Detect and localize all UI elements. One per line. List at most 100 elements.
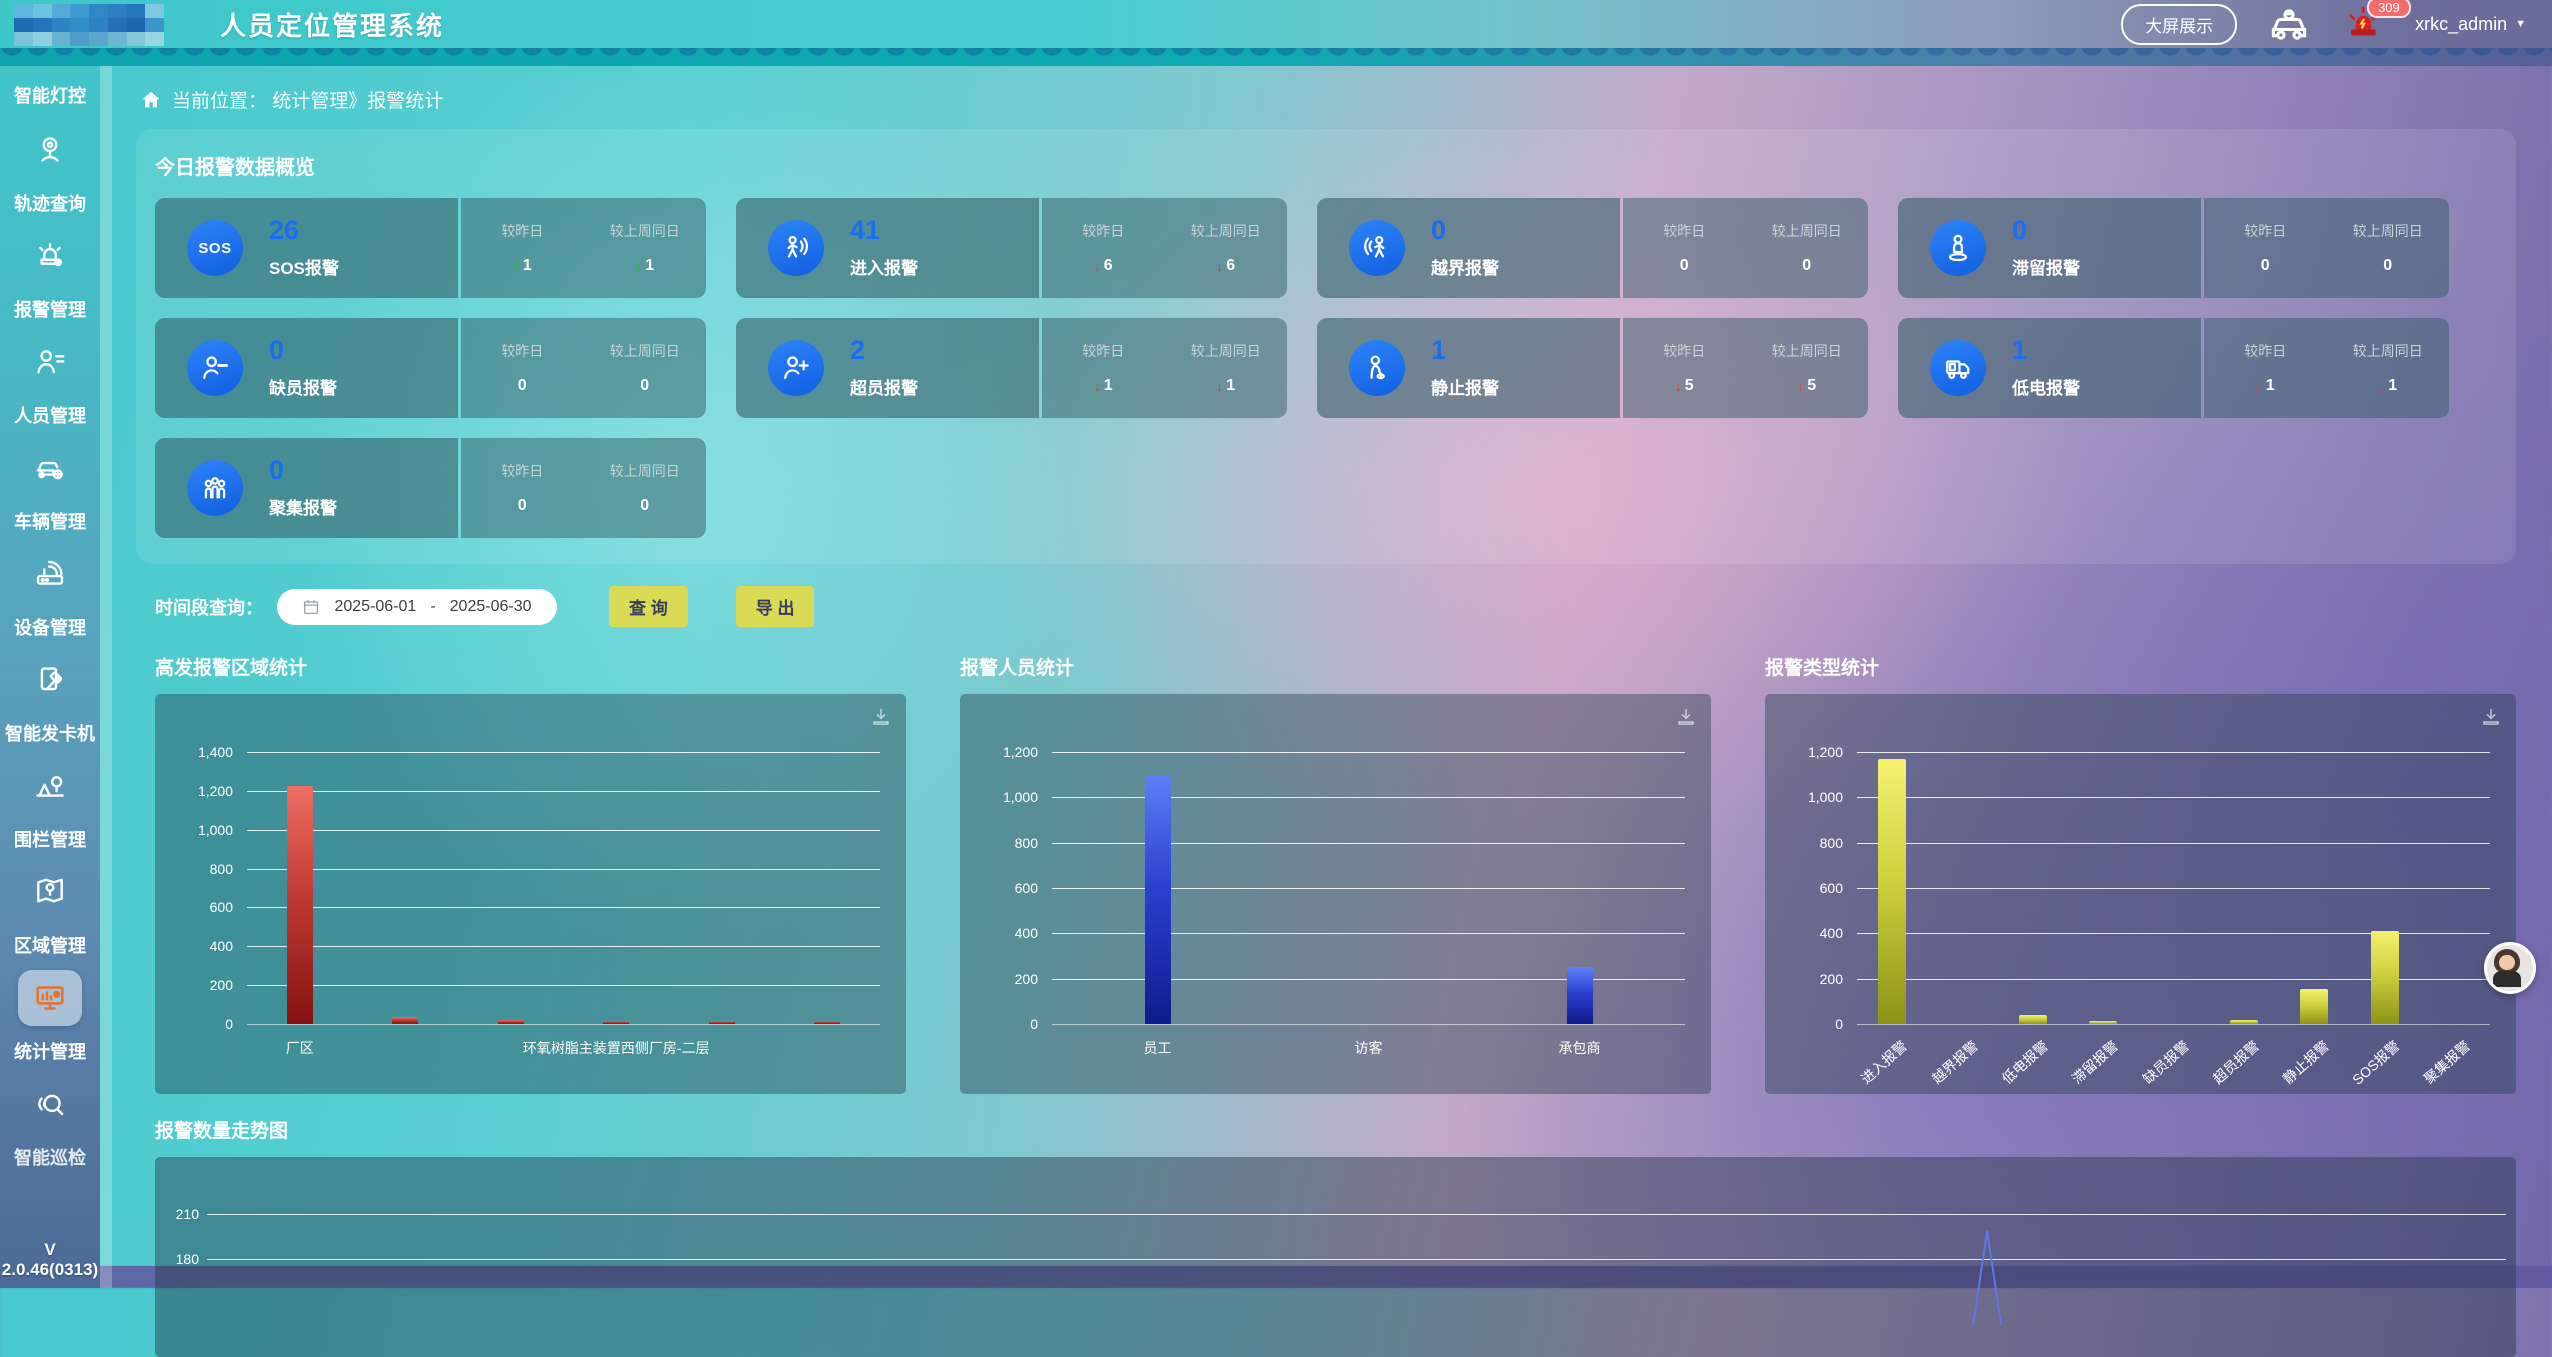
trend-section: 报警数量走势图 210 180: [155, 1116, 2516, 1357]
gridline: [1857, 933, 2490, 935]
compare-yesterday-value: 0: [517, 377, 527, 394]
stat-card-compare: 较昨日 ↓ 1 较上周同日 ↓ 1: [2204, 318, 2449, 418]
trend-down-icon: ↓: [2378, 378, 2386, 394]
alarm-notification-icon[interactable]: 309: [2341, 0, 2411, 41]
big-screen-button[interactable]: 大屏展示: [2121, 3, 2238, 45]
stat-card-compare: 较昨日 0 较上周同日 0: [2204, 198, 2449, 298]
sidebar-item-vehicle[interactable]: 车辆管理: [0, 434, 100, 540]
y-axis-tick: 800: [209, 860, 233, 877]
sidebar-divider: [100, 66, 112, 1288]
y-axis-tick: 1,400: [197, 744, 233, 760]
sidebar-item-person[interactable]: 人员管理: [0, 328, 100, 434]
compare-lastweek-value: ↑ 1: [635, 257, 655, 274]
absent-icon: [187, 340, 243, 396]
compare-yesterday-label: 较昨日: [1663, 343, 1706, 359]
stat-value: 1: [2012, 335, 2028, 365]
bar-厂区: [286, 786, 313, 1024]
gridline: [1052, 842, 1685, 844]
y-axis-tick: 600: [1819, 880, 1843, 896]
compare-lastweek-label: 较上周同日: [609, 223, 680, 239]
compare-yesterday-label: 较昨日: [2244, 223, 2287, 239]
download-icon[interactable]: [1675, 706, 1697, 733]
x-axis-label: 超员报警: [2209, 1037, 2262, 1087]
compare-lastweek-label: 较上周同日: [1771, 343, 1842, 359]
linger-icon: [1930, 220, 1986, 276]
chart-2: 报警人员统计 0 200 400 600 800 1,000 1,200 员工 访客 承包商: [960, 653, 1711, 1094]
track-icon: [18, 122, 82, 178]
y-axis-tick: 0: [1835, 1016, 1843, 1032]
gridline: [247, 752, 880, 753]
compare-lastweek-value: ↓ 6: [1216, 257, 1236, 274]
sidebar-item-label: 智能发卡机: [5, 724, 95, 744]
sidebar-item-device[interactable]: 设备管理: [0, 540, 100, 646]
y-axis-tick: 200: [209, 977, 233, 994]
compare-yesterday-value: ↓ 6: [1093, 257, 1113, 274]
sos-icon: SOS: [187, 220, 243, 276]
gridline: [1857, 752, 2490, 753]
sidebar-item-track[interactable]: 轨迹查询: [0, 116, 100, 222]
bar-1: [392, 1017, 419, 1024]
gridline: [1857, 888, 2490, 889]
trend-down-icon: ↓: [1093, 258, 1101, 274]
trend-up-icon: ↑: [635, 258, 643, 274]
y-axis-tick: 1,200: [1002, 744, 1038, 760]
download-icon[interactable]: [870, 706, 892, 733]
y-axis-tick: 200: [1819, 970, 1843, 987]
gridline: [247, 829, 880, 831]
sidebar-item-label: 人员管理: [14, 406, 86, 426]
compare-lastweek-value: 0: [640, 377, 650, 394]
sidebar-item-region[interactable]: 区域管理: [0, 858, 100, 964]
sidebar-item-light[interactable]: 智能灯控: [0, 74, 100, 116]
company-logo: [14, 4, 164, 46]
user-menu[interactable]: xrkc_admin ▼: [2415, 14, 2526, 35]
sidebar-item-stats[interactable]: 统计管理: [0, 964, 100, 1070]
sidebar-item-label: 统计管理: [14, 1042, 86, 1062]
vehicle-monitor-icon[interactable]: [2267, 7, 2311, 41]
stat-card-linger: 0 滞留报警 较昨日 0 较上周同日 0: [1898, 198, 2449, 298]
sidebar-item-patrol[interactable]: 智能巡检: [0, 1070, 100, 1176]
x-axis-label: 员工: [1143, 1040, 1172, 1056]
y-axis-tick: 0: [1030, 1016, 1038, 1032]
chart-canvas: 0 200 400 600 800 1,000 1,200 员工 访客 承包商: [960, 694, 1711, 1094]
x-axis-label: 缺员报警: [2139, 1037, 2192, 1087]
sidebar-item-card[interactable]: 智能发卡机: [0, 646, 100, 752]
gridline: [1052, 888, 1685, 889]
stat-cards-grid: SOS 26 SOS报警 较昨日 ↑ 1 较上周同日 ↑ 1 41 进入报警 较昨日 ↓ 6 较上周同日 ↓ 6…: [155, 198, 2516, 538]
overview-title: 今日报警数据概览: [155, 157, 315, 179]
cross-icon: [1349, 220, 1405, 276]
overview-panel: 今日报警数据概览 SOS 26 SOS报警 较昨日 ↑ 1 较上周同日 ↑ 1 41 进入报警 较昨日…: [136, 129, 2516, 564]
sidebar-item-label: 智能巡检: [14, 1148, 86, 1168]
card-icon: [18, 652, 82, 708]
y-axis-tick: 1,000: [1002, 789, 1038, 806]
sidebar-item-label: 车辆管理: [14, 512, 86, 532]
compare-lastweek-label: 较上周同日: [2352, 343, 2423, 359]
stat-card-main: 0 缺员报警: [155, 318, 458, 418]
trend-chart-title: 报警数量走势图: [155, 1121, 289, 1142]
compare-lastweek-value: ↓ 1: [2378, 377, 2398, 394]
time-query-label: 时间段查询：: [155, 597, 263, 618]
compare-yesterday-label: 较昨日: [1663, 223, 1706, 239]
download-icon[interactable]: [2480, 706, 2502, 733]
chart-title: 报警人员统计: [960, 658, 1075, 679]
sidebar-item-fence[interactable]: 围栏管理: [0, 752, 100, 858]
start-date: 2025-06-01: [334, 597, 417, 615]
username: xrkc_admin: [2415, 13, 2508, 34]
sidebar-item-alarm[interactable]: 报警管理: [0, 222, 100, 328]
alarm-icon: [18, 228, 82, 284]
y-axis-tick: 180: [175, 1251, 199, 1267]
chevron-down-icon: ▼: [2515, 18, 2526, 30]
chart-1: 高发报警区域统计 0 200 400 600 800 1,000 1,200 1,400 厂区 环氧…: [155, 653, 906, 1094]
date-range-picker[interactable]: 2025-06-01 - 2025-06-30: [277, 588, 557, 625]
sidebar-item-label: 智能灯控: [14, 86, 86, 106]
export-button[interactable]: 导 出: [735, 586, 815, 627]
compare-yesterday-value: ↓ 1: [1093, 377, 1113, 394]
search-button[interactable]: 查 询: [609, 586, 688, 627]
end-date: 2025-06-30: [449, 597, 532, 615]
stats-icon: [18, 970, 82, 1026]
x-axis-label: 访客: [1354, 1040, 1383, 1056]
assistant-avatar[interactable]: [2484, 942, 2536, 994]
home-icon: [142, 91, 160, 107]
gridline: [1052, 752, 1685, 753]
stat-card-compare: 较昨日 0 较上周同日 0: [461, 318, 706, 418]
bar-环氧树脂主装置西侧厂房-二层: [603, 1021, 630, 1024]
